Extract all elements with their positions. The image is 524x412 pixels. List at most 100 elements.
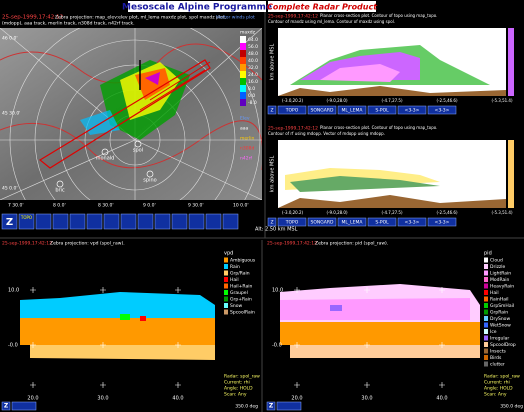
button[interactable] [427,105,457,115]
toolbar-icon[interactable] [171,213,188,230]
tick-cross [175,382,181,388]
rhi-echo [20,318,215,345]
button[interactable] [367,105,397,115]
legend-label: Rain [230,264,240,270]
legend-swatch [484,342,488,347]
button[interactable] [1,401,11,411]
legend-label: SpcoolDrop [490,342,516,348]
toolbar-icon[interactable] [86,213,103,230]
info-line: Scan: Any [484,392,507,398]
legend-title: pid [484,251,492,257]
station-label: bric [55,188,65,194]
track-label: merlin [240,136,255,142]
tick-cross [175,287,181,293]
axis-label: km above MSL [270,44,276,81]
rhi-echo [290,345,480,358]
toolbar-icon[interactable] [137,213,154,230]
toolbar-button: Z [6,217,13,228]
legend-swatch [484,361,488,367]
legend-swatch [484,322,488,328]
button[interactable] [427,217,457,227]
header: Planar cross-section plot. Contour of to… [320,13,437,18]
button[interactable] [337,105,367,115]
header: Contour of maxdz using ml_lema. Contour … [268,19,395,24]
button[interactable] [277,105,307,115]
lat-label: 45 0.0' [2,186,18,192]
button[interactable] [267,105,277,115]
button[interactable] [397,105,427,115]
button-label: Z [269,403,274,410]
x-label: (-2.5,46.6) [436,210,458,215]
toolbar-icon[interactable] [18,213,35,230]
legend-swatch [224,277,228,282]
colorbar-value: -8.0 [248,100,257,106]
header-link: Vector winds plot [216,15,255,21]
toolbar-icon[interactable] [154,213,171,230]
legend-swatch [484,355,488,360]
button-label: <3-3> [435,220,450,226]
header: (mdopp), aaa track, merlin track, n308d … [2,21,135,27]
button-label: SONGARD [311,220,334,226]
x-label: (-3.0,20.2) [282,98,304,103]
legend-label: Snow [230,303,242,309]
toolbar-icon[interactable] [120,213,137,230]
legend-label: Cloud [490,258,503,264]
colorbar-value: 32.0 [248,65,258,71]
legend-label: SpcoolRain [230,310,255,316]
button[interactable] [397,217,427,227]
legend-swatch [224,290,228,295]
button[interactable] [367,217,397,227]
x-tick-label: 30.0 [361,396,372,402]
rhi-echo [30,345,215,360]
colorbar-value: 40.0 [248,58,258,64]
legend-label: LightRain [490,271,511,277]
toolbar-icon[interactable] [69,213,86,230]
track-label: Elev [240,116,250,122]
colorbar-swatch [240,92,246,99]
xsec-topo [278,86,506,96]
button[interactable] [266,401,276,411]
timestamp: 25-sep-1999,17:42:12 [268,126,318,132]
legend-label: DrySnow [490,316,510,322]
colorbar-value: 64.0 [248,37,258,43]
button[interactable] [307,217,337,227]
timestamp: 25-sep-1999,17:42:12 [2,241,52,247]
toolbar-icon[interactable] [1,213,18,230]
button[interactable] [337,217,367,227]
tick-cross [439,287,445,293]
tick-cross [294,342,300,348]
station-marker [146,170,154,178]
timestamp: 25-sep-1999,17:42:12 [268,14,318,20]
button-label: <3-3> [405,108,420,114]
x-label: (-4.7,27.5) [381,98,403,103]
nav-icons[interactable] [276,401,302,411]
banner-title: Mesoscale Alpine Programme [122,3,272,13]
y-tick-label: 10.0 [272,288,283,294]
legend-label: GrpRain [490,310,508,316]
button[interactable] [277,217,307,227]
toolbar-icon[interactable] [52,213,69,230]
x-tick-label: 20.0 [291,396,302,402]
toolbar-icon[interactable] [222,213,239,230]
toolbar-icon[interactable] [188,213,205,230]
legend-swatch [224,264,228,269]
toolbar-icon[interactable] [35,213,52,230]
track-label: n42rf [240,156,252,162]
lon-label: 10 0.0' [233,203,249,209]
legend-swatch [224,309,228,315]
toolbar-icon[interactable] [205,213,222,230]
station-marker [101,148,109,156]
xsec-echo [320,64,400,82]
altitude: Alt: 2.50 km MSL [255,227,298,233]
button[interactable] [267,217,277,227]
legend-label: GrpSmHail [490,303,514,309]
legend-label: RainHail [490,297,509,303]
button-label: ML_LEMA [342,108,364,114]
colorbar-value: 56.0 [248,44,258,50]
button-label: Z [270,220,273,226]
nav-icons[interactable] [11,401,37,411]
colorbar-value: 48.0 [248,51,258,57]
legend-swatch [484,335,488,341]
button[interactable] [307,105,337,115]
toolbar-icon[interactable] [103,213,120,230]
